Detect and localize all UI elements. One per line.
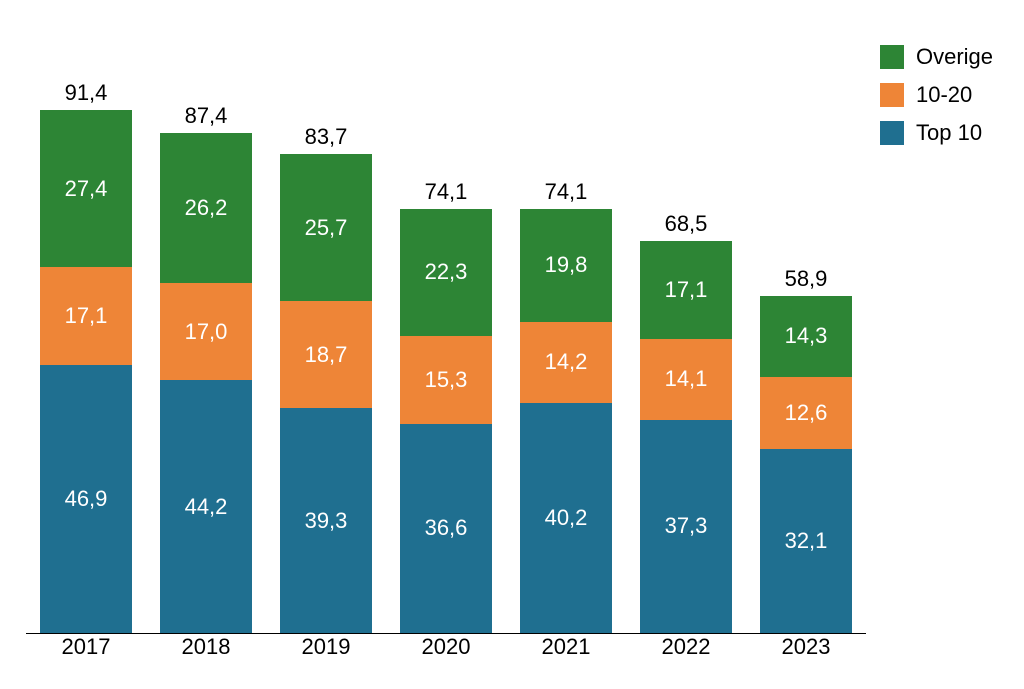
bar-stack: 44,217,026,2 — [160, 133, 252, 633]
bar-stack: 32,112,614,3 — [760, 296, 852, 633]
legend-item-top10: Top 10 — [880, 120, 1010, 146]
bar-column: 74,1 40,214,219,8 — [506, 22, 626, 633]
bar-segment-r10_20: 18,7 — [280, 301, 372, 408]
x-axis-category: 2020 — [386, 634, 506, 660]
stacked-bar-chart: 91,446,917,127,487,444,217,026,283,739,3… — [0, 0, 1024, 689]
bar-segment-top10: 36,6 — [400, 424, 492, 633]
bar-stack: 39,318,725,7 — [280, 154, 372, 633]
bar-segment-overige: 19,8 — [520, 209, 612, 322]
legend: Overige 10-20 Top 10 — [880, 44, 1010, 158]
bar-segment-r10_20: 17,1 — [40, 267, 132, 365]
bar-columns: 91,446,917,127,487,444,217,026,283,739,3… — [26, 22, 866, 633]
bar-segment-top10: 39,3 — [280, 408, 372, 633]
bar-segment-r10_20: 14,2 — [520, 322, 612, 403]
bar-total-label: 74,1 — [425, 179, 468, 205]
legend-label: 10-20 — [916, 82, 972, 108]
bar-column: 87,4 44,217,026,2 — [146, 22, 266, 633]
legend-swatch-overige — [880, 45, 904, 69]
x-axis-labels: 2017201820192020202120222023 — [26, 624, 866, 689]
legend-item-r10_20: 10-20 — [880, 82, 1010, 108]
bar-segment-overige: 22,3 — [400, 209, 492, 337]
x-axis-category: 2019 — [266, 634, 386, 660]
bar-segment-overige: 17,1 — [640, 241, 732, 339]
x-axis-category: 2017 — [26, 634, 146, 660]
bar-segment-r10_20: 14,1 — [640, 339, 732, 420]
legend-label: Overige — [916, 44, 993, 70]
bar-segment-top10: 46,9 — [40, 365, 132, 633]
plot-area: 91,446,917,127,487,444,217,026,283,739,3… — [26, 22, 866, 634]
bar-stack: 37,314,117,1 — [640, 241, 732, 633]
legend-swatch-top10 — [880, 121, 904, 145]
bar-column: 91,4 46,917,127,4 — [26, 22, 146, 633]
bar-segment-top10: 37,3 — [640, 420, 732, 633]
legend-swatch-r10_20 — [880, 83, 904, 107]
bar-segment-overige: 26,2 — [160, 133, 252, 283]
bar-segment-top10: 44,2 — [160, 380, 252, 633]
bar-segment-top10: 32,1 — [760, 449, 852, 633]
bar-column: 58,9 32,112,614,3 — [746, 22, 866, 633]
bar-column: 74,1 36,615,322,3 — [386, 22, 506, 633]
bar-total-label: 68,5 — [665, 211, 708, 237]
x-axis-category: 2023 — [746, 634, 866, 660]
bar-column: 83,7 39,318,725,7 — [266, 22, 386, 633]
bar-stack: 40,214,219,8 — [520, 209, 612, 633]
bar-stack: 46,917,127,4 — [40, 110, 132, 633]
x-axis-category: 2021 — [506, 634, 626, 660]
legend-label: Top 10 — [916, 120, 982, 146]
bar-segment-r10_20: 17,0 — [160, 283, 252, 380]
x-axis-category: 2018 — [146, 634, 266, 660]
bar-segment-overige: 25,7 — [280, 154, 372, 301]
bar-total-label: 83,7 — [305, 124, 348, 150]
bar-total-label: 87,4 — [185, 103, 228, 129]
bar-total-label: 91,4 — [65, 80, 108, 106]
x-axis-category: 2022 — [626, 634, 746, 660]
bar-segment-overige: 14,3 — [760, 296, 852, 378]
bar-segment-top10: 40,2 — [520, 403, 612, 633]
bar-segment-overige: 27,4 — [40, 110, 132, 267]
bar-stack: 36,615,322,3 — [400, 209, 492, 633]
bar-total-label: 74,1 — [545, 179, 588, 205]
bar-column: 68,5 37,314,117,1 — [626, 22, 746, 633]
bar-segment-r10_20: 15,3 — [400, 336, 492, 424]
legend-item-overige: Overige — [880, 44, 1010, 70]
bar-segment-r10_20: 12,6 — [760, 377, 852, 449]
bar-total-label: 58,9 — [785, 266, 828, 292]
